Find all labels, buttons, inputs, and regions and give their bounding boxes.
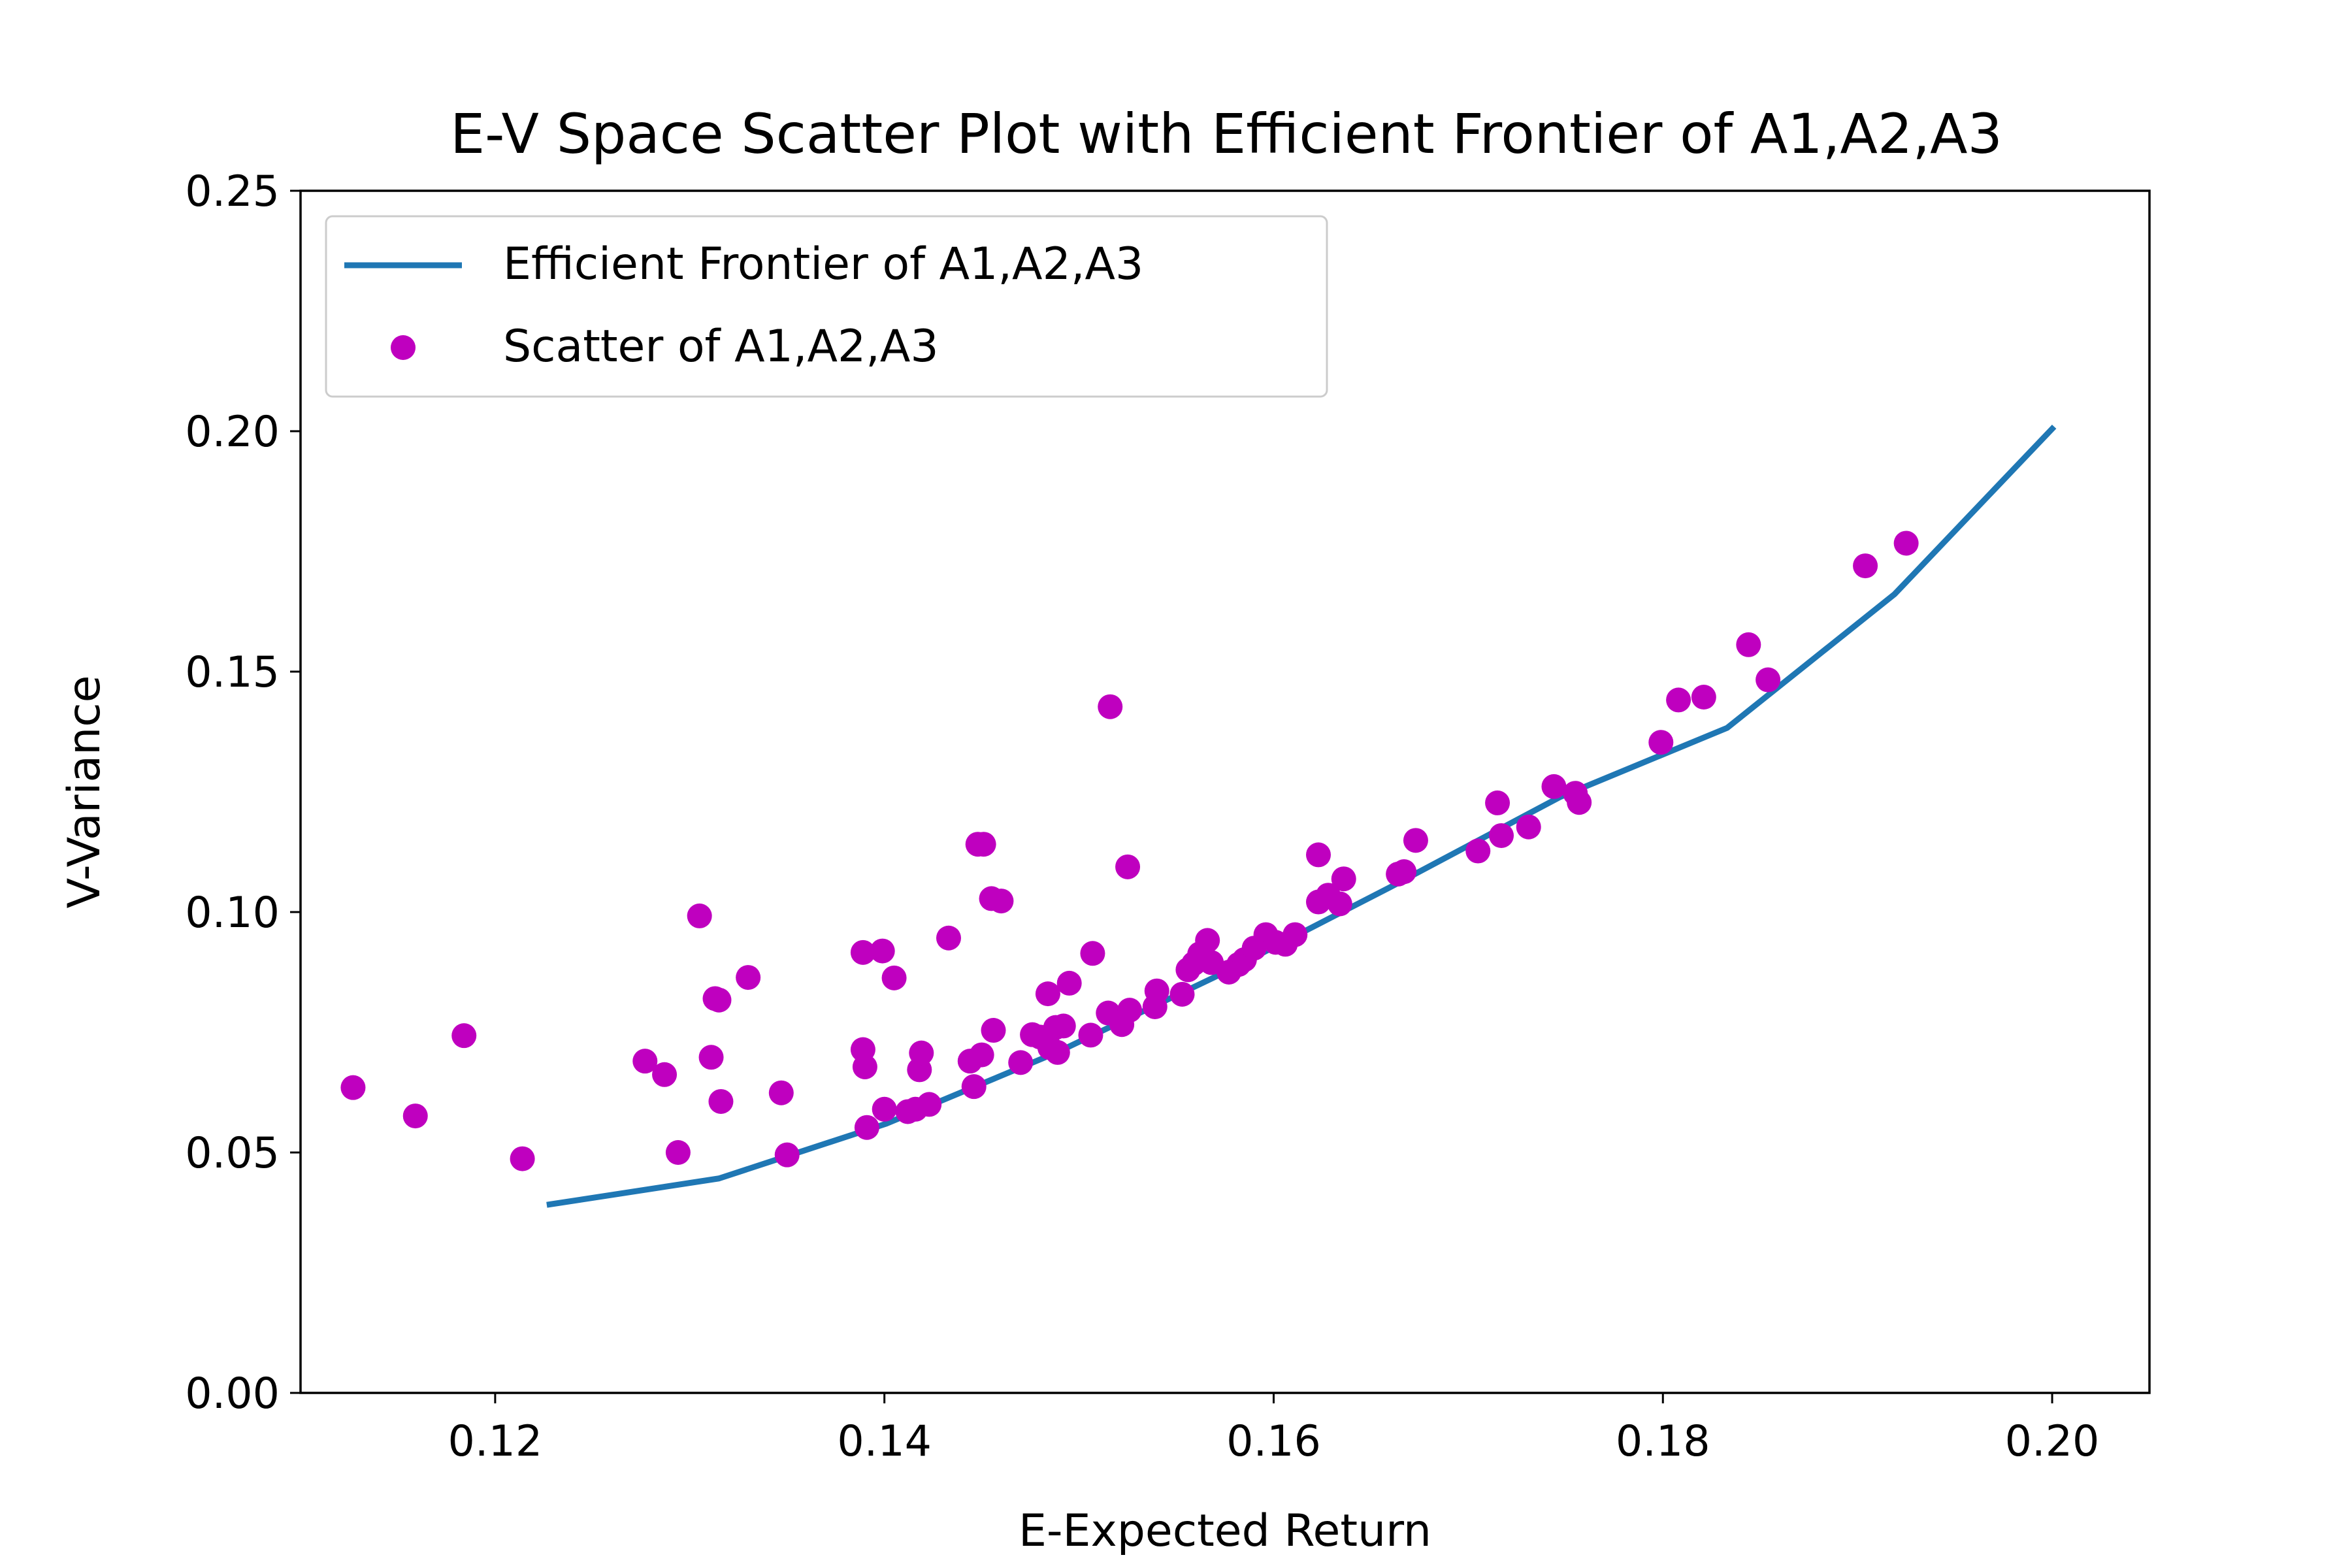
legend-label-frontier: Efficient Frontier of A1,A2,A3 [503,238,1143,290]
scatter-point [1098,694,1123,719]
scatter-point [961,1074,987,1100]
scatter-point [708,1088,734,1114]
efficient-frontier-line [546,424,2057,1208]
scatter-point [340,1075,366,1100]
scatter-point [774,1142,800,1168]
y-tick-label: 0.25 [185,167,280,216]
scatter-point [917,1092,942,1117]
chart-title: E-V Space Scatter Plot with Efficient Fr… [450,102,2002,166]
scatter-point [936,925,961,951]
scatter-point [1331,866,1356,892]
scatter-point [852,1054,877,1079]
scatter-point [1489,823,1514,848]
plot-frame [299,189,2151,1394]
scatter-point [1541,774,1567,799]
scatter-point [1169,981,1195,1007]
scatter-point [971,832,996,857]
x-tick-label: 0.18 [1616,1417,1710,1466]
legend-marker-scatter [391,335,416,360]
scatter-point [1392,859,1417,885]
y-tick-label: 0.20 [185,408,280,457]
scatter-point [1567,790,1592,815]
scatter-point [451,1023,477,1049]
scatter-point [1853,553,1878,579]
scatter-point [1465,838,1491,864]
scatter-point [698,1045,724,1070]
scatter-point [1008,1050,1034,1075]
scatter-point [1045,1039,1070,1065]
y-tick-label: 0.15 [185,648,280,697]
scatter-point [1691,685,1716,710]
scatter-point [1516,814,1541,840]
scatter-point [1056,970,1082,996]
scatter-point [665,1140,691,1165]
scatter-point [510,1146,535,1171]
legend: Efficient Frontier of A1,A2,A3 Scatter o… [325,215,1328,398]
scatter-point [1144,978,1169,1004]
scatter-point [909,1040,934,1066]
scatter-point [881,965,907,990]
scatter-point [1736,632,1761,657]
scatter-point [850,939,875,965]
series-layer [340,424,2057,1208]
scatter-point [854,1115,879,1140]
scatter-point [687,903,712,928]
scatter-point [402,1103,428,1129]
scatter-point [1080,941,1105,966]
y-tick-label: 0.00 [185,1369,280,1418]
scatter-point [969,1042,994,1068]
scatter-point [1195,928,1220,953]
scatter-point [981,1018,1006,1043]
y-tick-label: 0.10 [185,889,280,938]
scatter-point [1485,790,1511,815]
x-tick-label: 0.14 [837,1417,932,1466]
legend-label-scatter: Scatter of A1,A2,A3 [503,321,939,372]
scatter-point [872,1096,897,1122]
scatter-point [988,889,1014,914]
scatter-point [1327,891,1352,917]
scatter-point [1117,998,1143,1023]
y-axis: 0.00 0.05 0.10 0.15 0.20 0.25 [185,167,301,1418]
scatter-point [736,965,761,990]
scatter-point [1756,667,1781,693]
scatter-point [768,1080,794,1105]
x-axis-label: E-Expected Return [1019,1505,1431,1557]
scatter-point [1051,1013,1076,1039]
scatter-point [1305,842,1331,868]
scatter-point [870,938,895,964]
y-tick-label: 0.05 [185,1129,280,1178]
x-tick-label: 0.12 [448,1417,543,1466]
scatter-point [1666,687,1691,713]
x-axis: 0.12 0.14 0.16 0.18 0.20 [448,1393,2100,1466]
y-axis-label: V-Variance [59,676,110,909]
scatter-point [1282,922,1308,947]
scatter-point [1035,981,1060,1007]
scatter-point [652,1062,678,1087]
x-tick-label: 0.20 [2005,1417,2100,1466]
scatter-point [1648,730,1674,755]
scatter-point [706,987,732,1013]
scatter-point [1893,531,1919,556]
scatter-point [1115,854,1141,879]
x-tick-label: 0.16 [1226,1417,1321,1466]
legend-box [325,215,1328,398]
scatter-point [632,1049,658,1074]
scatter-point [1078,1022,1103,1048]
scatter-point [1403,828,1428,853]
